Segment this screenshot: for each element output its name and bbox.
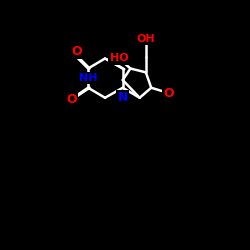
Text: HO: HO [110, 54, 128, 64]
Text: O: O [164, 87, 174, 100]
Text: O: O [71, 45, 82, 58]
Text: NH: NH [79, 73, 97, 83]
Text: OH: OH [136, 34, 155, 44]
Text: O: O [66, 93, 77, 106]
Text: N: N [118, 91, 128, 104]
